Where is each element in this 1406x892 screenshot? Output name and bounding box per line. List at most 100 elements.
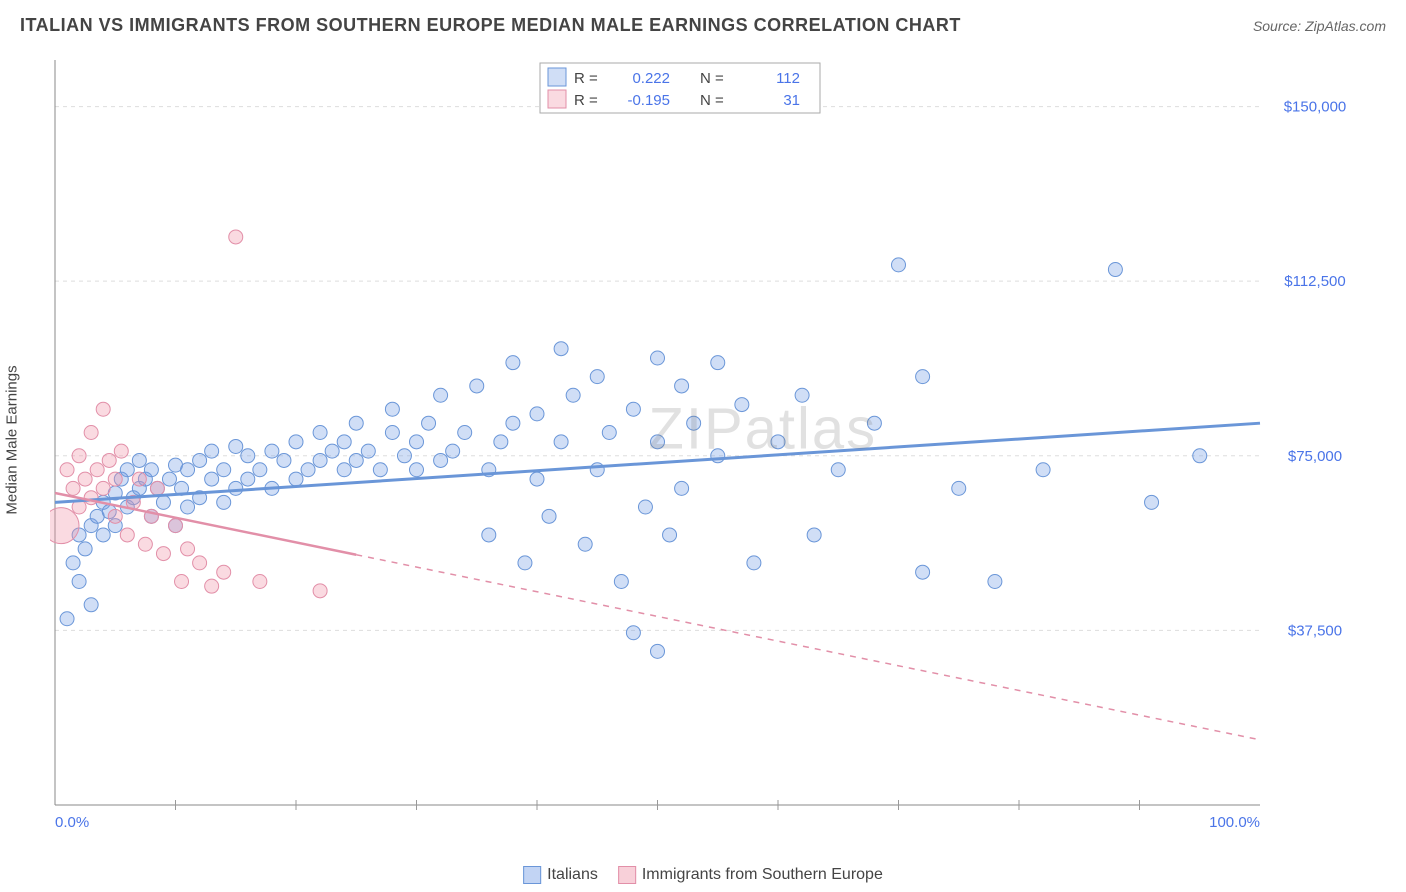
data-point: [651, 351, 665, 365]
data-point: [102, 453, 116, 467]
data-point: [313, 453, 327, 467]
trend-line: [55, 493, 356, 555]
legend-item: Immigrants from Southern Europe: [618, 866, 883, 884]
data-point: [530, 407, 544, 421]
data-point: [217, 495, 231, 509]
data-point: [747, 556, 761, 570]
stats-r-label: R =: [574, 70, 598, 87]
data-point: [807, 528, 821, 542]
data-point: [60, 463, 74, 477]
data-point: [578, 537, 592, 551]
data-point: [241, 449, 255, 463]
data-point: [952, 481, 966, 495]
data-point: [410, 435, 424, 449]
legend-item: Italians: [523, 866, 598, 884]
legend-swatch: [523, 866, 541, 884]
data-point: [108, 472, 122, 486]
data-point: [84, 426, 98, 440]
data-point: [590, 463, 604, 477]
data-point: [795, 388, 809, 402]
data-point: [349, 453, 363, 467]
stats-n-label: N =: [700, 92, 724, 109]
ytick-label: $75,000: [1288, 448, 1342, 465]
chart-area: $37,500$75,000$112,500$150,0000.0%100.0%…: [50, 55, 1370, 835]
data-point: [831, 463, 845, 477]
data-point: [590, 370, 604, 384]
data-point: [397, 449, 411, 463]
data-point: [156, 495, 170, 509]
chart-source: Source: ZipAtlas.com: [1253, 18, 1386, 34]
data-point: [120, 463, 134, 477]
data-point: [446, 444, 460, 458]
data-point: [162, 472, 176, 486]
data-point: [132, 453, 146, 467]
data-point: [66, 481, 80, 495]
stats-r-value: -0.195: [627, 92, 670, 109]
xtick-label: 0.0%: [55, 814, 89, 831]
chart-title: ITALIAN VS IMMIGRANTS FROM SOUTHERN EURO…: [20, 15, 961, 36]
data-point: [711, 356, 725, 370]
data-point: [193, 453, 207, 467]
stats-n-value: 31: [783, 92, 800, 109]
data-point: [72, 575, 86, 589]
data-point: [361, 444, 375, 458]
data-point: [132, 472, 146, 486]
data-point: [253, 575, 267, 589]
legend-label: Italians: [547, 866, 598, 884]
stats-r-label: R =: [574, 92, 598, 109]
stats-r-value: 0.222: [632, 70, 670, 87]
data-point: [289, 435, 303, 449]
data-point: [506, 356, 520, 370]
data-point: [458, 426, 472, 440]
data-point: [325, 444, 339, 458]
data-point: [90, 463, 104, 477]
data-point: [482, 528, 496, 542]
trend-line-dashed: [356, 555, 1260, 740]
data-point: [675, 379, 689, 393]
data-point: [638, 500, 652, 514]
data-point: [120, 528, 134, 542]
data-point: [313, 584, 327, 598]
data-point: [867, 416, 881, 430]
stats-n-value: 112: [776, 70, 800, 87]
data-point: [229, 439, 243, 453]
data-point: [229, 230, 243, 244]
data-point: [205, 472, 219, 486]
data-point: [337, 435, 351, 449]
data-point: [150, 481, 164, 495]
data-point: [916, 565, 930, 579]
data-point: [265, 444, 279, 458]
legend-swatch: [618, 866, 636, 884]
legend-label: Immigrants from Southern Europe: [642, 866, 883, 884]
data-point: [771, 435, 785, 449]
data-point: [181, 463, 195, 477]
data-point: [205, 579, 219, 593]
bottom-legend: Italians Immigrants from Southern Europe: [523, 866, 883, 884]
data-point: [205, 444, 219, 458]
data-point: [373, 463, 387, 477]
data-point: [1145, 495, 1159, 509]
data-point: [687, 416, 701, 430]
scatter-plot: $37,500$75,000$112,500$150,0000.0%100.0%…: [50, 55, 1370, 835]
data-point: [241, 472, 255, 486]
data-point: [217, 565, 231, 579]
data-point: [602, 426, 616, 440]
data-point: [229, 481, 243, 495]
data-point: [60, 612, 74, 626]
data-point: [410, 463, 424, 477]
data-point: [554, 342, 568, 356]
data-point: [434, 388, 448, 402]
xtick-label: 100.0%: [1209, 814, 1260, 831]
data-point: [301, 463, 315, 477]
data-point: [518, 556, 532, 570]
data-point: [614, 575, 628, 589]
ytick-label: $150,000: [1284, 99, 1347, 116]
data-point: [385, 426, 399, 440]
data-point: [916, 370, 930, 384]
data-point: [506, 416, 520, 430]
data-point: [566, 388, 580, 402]
data-point: [1036, 463, 1050, 477]
data-point: [78, 472, 92, 486]
data-point: [651, 644, 665, 658]
data-point: [181, 542, 195, 556]
